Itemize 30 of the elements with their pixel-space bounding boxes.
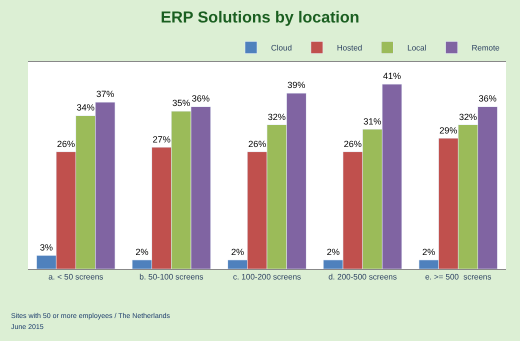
- data-label: 32%: [458, 112, 478, 122]
- data-label: 34%: [76, 102, 95, 113]
- data-label: 2%: [422, 246, 436, 257]
- legend-label: Remote: [472, 44, 500, 53]
- data-label: 2%: [231, 246, 244, 257]
- data-label: 2%: [326, 246, 340, 257]
- data-label: 27%: [152, 134, 171, 144]
- data-label: 39%: [287, 80, 306, 90]
- chart-title: ERP Solutions by location: [160, 10, 360, 27]
- data-label: 29%: [439, 125, 458, 136]
- data-label: 37%: [96, 89, 114, 100]
- data-label: 26%: [344, 138, 362, 149]
- data-label: 26%: [248, 138, 266, 149]
- x-tick-label: e. >= 500 screens: [425, 272, 492, 282]
- data-label: 32%: [268, 112, 286, 122]
- data-label: 41%: [382, 71, 402, 82]
- x-tick-label: d. 200-500 screens: [328, 272, 397, 282]
- data-label: 26%: [56, 138, 76, 149]
- data-label: 2%: [135, 246, 149, 257]
- data-label: 36%: [478, 94, 497, 104]
- legend-label: Local: [407, 44, 427, 53]
- x-tick-label: c. 100-200 screens: [232, 272, 302, 282]
- legend-label: Hosted: [336, 44, 362, 53]
- data-label: 36%: [192, 94, 210, 104]
- data-label: 3%: [40, 242, 53, 252]
- data-label: 31%: [363, 116, 382, 126]
- x-tick-label: b. 50-100 screens: [139, 272, 204, 282]
- data-label: 35%: [172, 98, 190, 108]
- x-tick-label: a. < 50 screens: [48, 272, 104, 282]
- legend-label: Cloud: [271, 44, 292, 53]
